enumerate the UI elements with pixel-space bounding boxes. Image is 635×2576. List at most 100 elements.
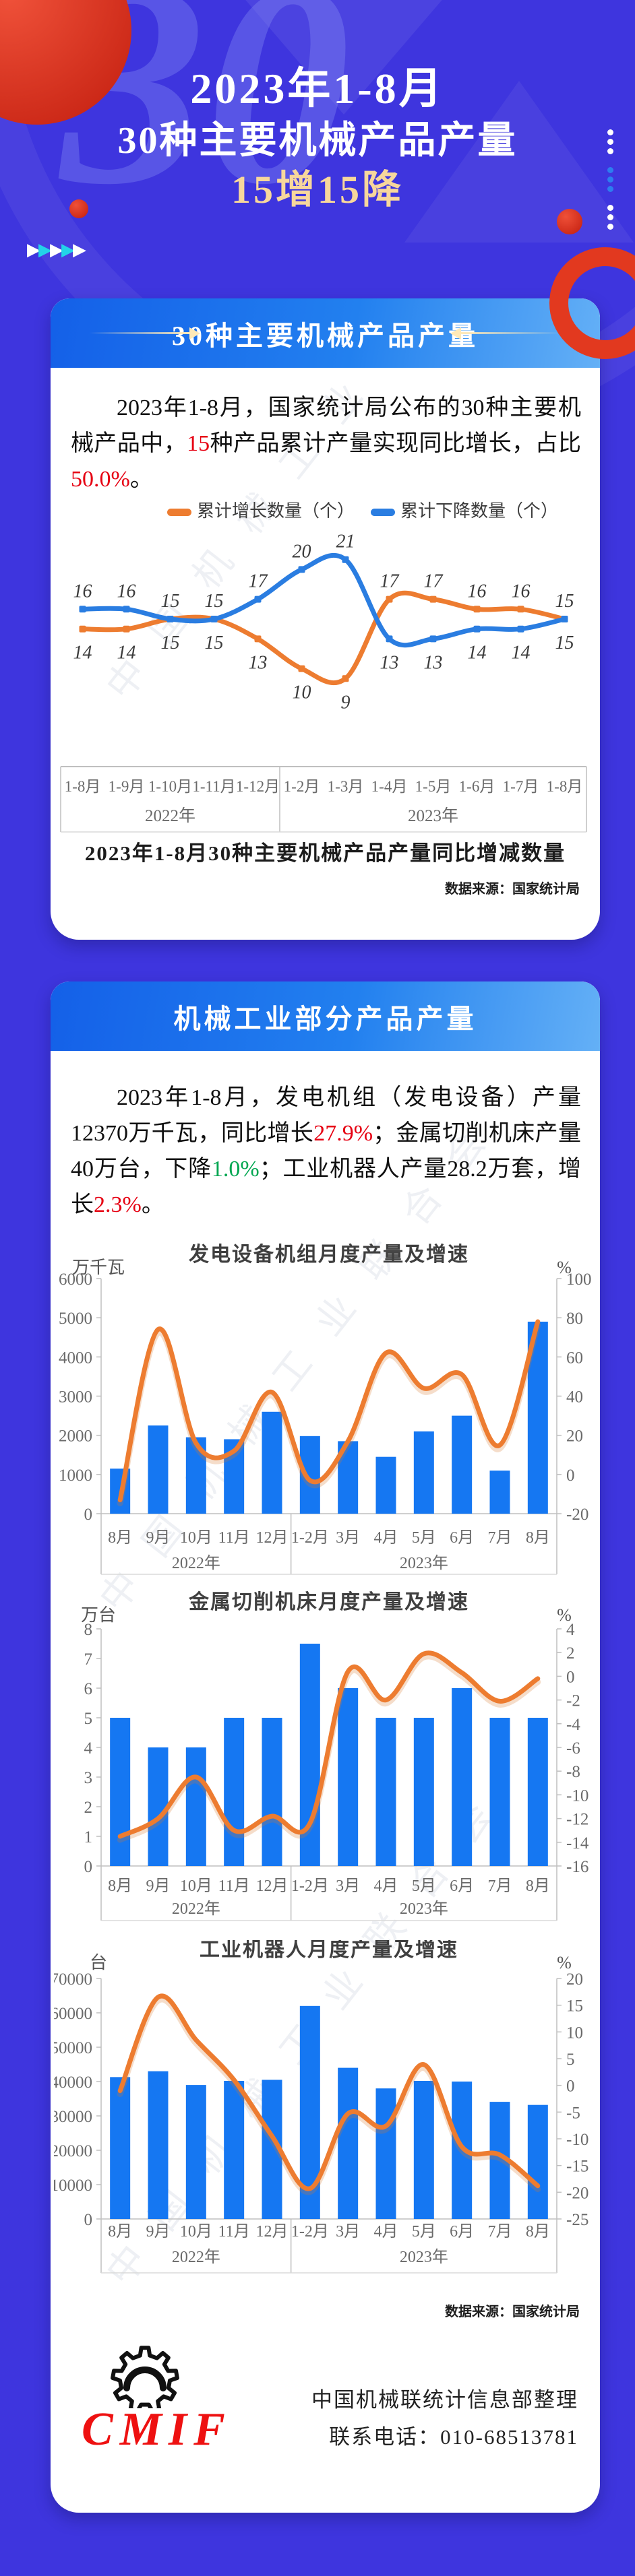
svg-text:20000: 20000 xyxy=(54,2142,92,2160)
banner-arrow-left-icon xyxy=(450,327,561,340)
svg-text:14: 14 xyxy=(117,643,136,664)
svg-text:40: 40 xyxy=(566,1388,583,1407)
svg-text:-5: -5 xyxy=(566,2104,580,2122)
cmif-logo: CMIF xyxy=(82,2346,225,2455)
svg-text:0: 0 xyxy=(84,2211,93,2229)
svg-text:80: 80 xyxy=(566,1310,583,1328)
svg-text:2023年: 2023年 xyxy=(400,2248,448,2266)
svg-text:4: 4 xyxy=(566,1621,575,1639)
svg-text:15: 15 xyxy=(161,633,180,653)
svg-text:12月: 12月 xyxy=(256,1529,289,1547)
svg-text:累计下降数量（个）: 累计下降数量（个） xyxy=(400,501,558,521)
svg-text:1-2月: 1-2月 xyxy=(291,2223,329,2241)
svg-text:15: 15 xyxy=(205,591,224,612)
svg-text:1-12月: 1-12月 xyxy=(236,778,280,795)
svg-text:20: 20 xyxy=(566,1970,583,1989)
svg-text:6: 6 xyxy=(84,1680,93,1698)
svg-text:9月: 9月 xyxy=(146,1529,171,1547)
svg-text:2: 2 xyxy=(84,1799,93,1817)
svg-text:-15: -15 xyxy=(566,2158,588,2176)
dot-icon xyxy=(607,129,613,135)
title-line-1: 2023年1-8月 xyxy=(190,65,445,112)
svg-text:1-8月: 1-8月 xyxy=(547,778,583,795)
svg-text:%: % xyxy=(557,1953,572,1972)
svg-text:10: 10 xyxy=(566,2024,583,2042)
svg-text:8: 8 xyxy=(84,1621,93,1639)
dot-icon xyxy=(607,205,613,211)
title-line-2: 30种主要机械产品产量 xyxy=(117,120,518,162)
footer-credit-line2: 联系电话：010-68513781 xyxy=(329,2425,578,2449)
svg-text:10: 10 xyxy=(293,682,311,703)
svg-text:5月: 5月 xyxy=(412,1529,436,1547)
svg-text:8月: 8月 xyxy=(108,1877,132,1895)
svg-text:2023年: 2023年 xyxy=(408,806,458,825)
updown-line-chart: 累计增长数量（个） 累计下降数量（个） 16 14 16 14 15 15 15 15 17 13 20… xyxy=(60,501,587,833)
svg-text:7: 7 xyxy=(84,1650,93,1669)
svg-text:9月: 9月 xyxy=(146,1877,171,1895)
svg-text:13: 13 xyxy=(424,652,443,673)
dot-icon xyxy=(607,186,613,192)
section2-banner-title: 机械工业部分产品产量 xyxy=(173,1003,477,1034)
svg-text:1000: 1000 xyxy=(59,1467,92,1485)
svg-text:11月: 11月 xyxy=(218,2223,250,2241)
svg-text:-10: -10 xyxy=(566,1786,588,1805)
section1-banner: 30种主要机械产品产量 xyxy=(51,298,600,368)
svg-text:-4: -4 xyxy=(566,1716,580,1734)
svg-text:30000: 30000 xyxy=(54,2108,92,2126)
svg-text:16: 16 xyxy=(468,581,487,602)
svg-text:2000: 2000 xyxy=(59,1427,92,1446)
svg-text:16: 16 xyxy=(117,581,136,602)
svg-text:15: 15 xyxy=(205,633,224,653)
svg-text:2023年: 2023年 xyxy=(400,1554,448,1572)
red-dot-decoration xyxy=(557,209,582,234)
svg-text:6月: 6月 xyxy=(450,2223,474,2241)
svg-text:0: 0 xyxy=(566,1668,575,1686)
svg-text:万千瓦: 万千瓦 xyxy=(72,1258,125,1277)
svg-text:-10: -10 xyxy=(566,2131,588,2149)
svg-text:1-11月: 1-11月 xyxy=(192,778,235,795)
svg-text:2023年: 2023年 xyxy=(400,1900,448,1918)
svg-text:2022年: 2022年 xyxy=(172,1554,220,1572)
svg-text:12月: 12月 xyxy=(256,1877,289,1895)
svg-text:3000: 3000 xyxy=(59,1388,92,1407)
svg-text:-25: -25 xyxy=(566,2211,588,2229)
banner-arrow-right-icon xyxy=(90,327,200,340)
svg-text:1-8月: 1-8月 xyxy=(65,778,101,795)
svg-text:-8: -8 xyxy=(566,1763,580,1781)
svg-text:1-5月: 1-5月 xyxy=(415,778,452,795)
section1-paragraph: 2023年1-8月，国家统计局公布的30种主要机械产品中，15种产品累计产量实现… xyxy=(71,395,582,492)
svg-text:0: 0 xyxy=(566,1467,575,1485)
svg-text:3月: 3月 xyxy=(336,1529,360,1547)
svg-text:14: 14 xyxy=(512,643,531,664)
svg-text:21: 21 xyxy=(336,532,355,552)
svg-text:14: 14 xyxy=(468,643,487,664)
svg-text:-16: -16 xyxy=(566,1858,588,1876)
svg-text:40000: 40000 xyxy=(54,2073,92,2092)
svg-text:4月: 4月 xyxy=(374,1877,398,1895)
svg-text:2022年: 2022年 xyxy=(145,806,195,825)
svg-text:1-2月: 1-2月 xyxy=(291,1877,329,1895)
svg-text:8月: 8月 xyxy=(526,1877,550,1895)
svg-text:10000: 10000 xyxy=(54,2177,92,2195)
svg-text:1-10月: 1-10月 xyxy=(148,778,192,795)
teal-arrows-icon: ▶▶▶▶▶ xyxy=(27,240,86,260)
dot-icon xyxy=(607,176,613,183)
dot-icon xyxy=(607,167,613,173)
svg-text:8月: 8月 xyxy=(526,1529,550,1547)
dot-icon xyxy=(607,139,613,145)
svg-text:1-2月: 1-2月 xyxy=(291,1529,329,1547)
data-source-note: 数据来源：国家统计局 xyxy=(445,2305,580,2319)
svg-text:2: 2 xyxy=(566,1644,575,1663)
data-source-note: 数据来源：国家统计局 xyxy=(445,882,580,897)
title-line-3: 15增15降 xyxy=(231,168,404,212)
svg-text:15: 15 xyxy=(555,591,574,612)
svg-text:%: % xyxy=(557,1605,572,1625)
svg-text:15: 15 xyxy=(566,1997,583,2016)
svg-text:1-6月: 1-6月 xyxy=(459,778,495,795)
svg-text:4: 4 xyxy=(84,1739,93,1758)
svg-text:0: 0 xyxy=(84,1506,93,1524)
footer-credit: 中国机械联统计信息部整理 联系电话：010-68513781 xyxy=(311,2381,578,2455)
svg-text:-2: -2 xyxy=(566,1692,580,1710)
svg-text:-6: -6 xyxy=(566,1739,580,1758)
svg-text:11月: 11月 xyxy=(218,1529,250,1547)
